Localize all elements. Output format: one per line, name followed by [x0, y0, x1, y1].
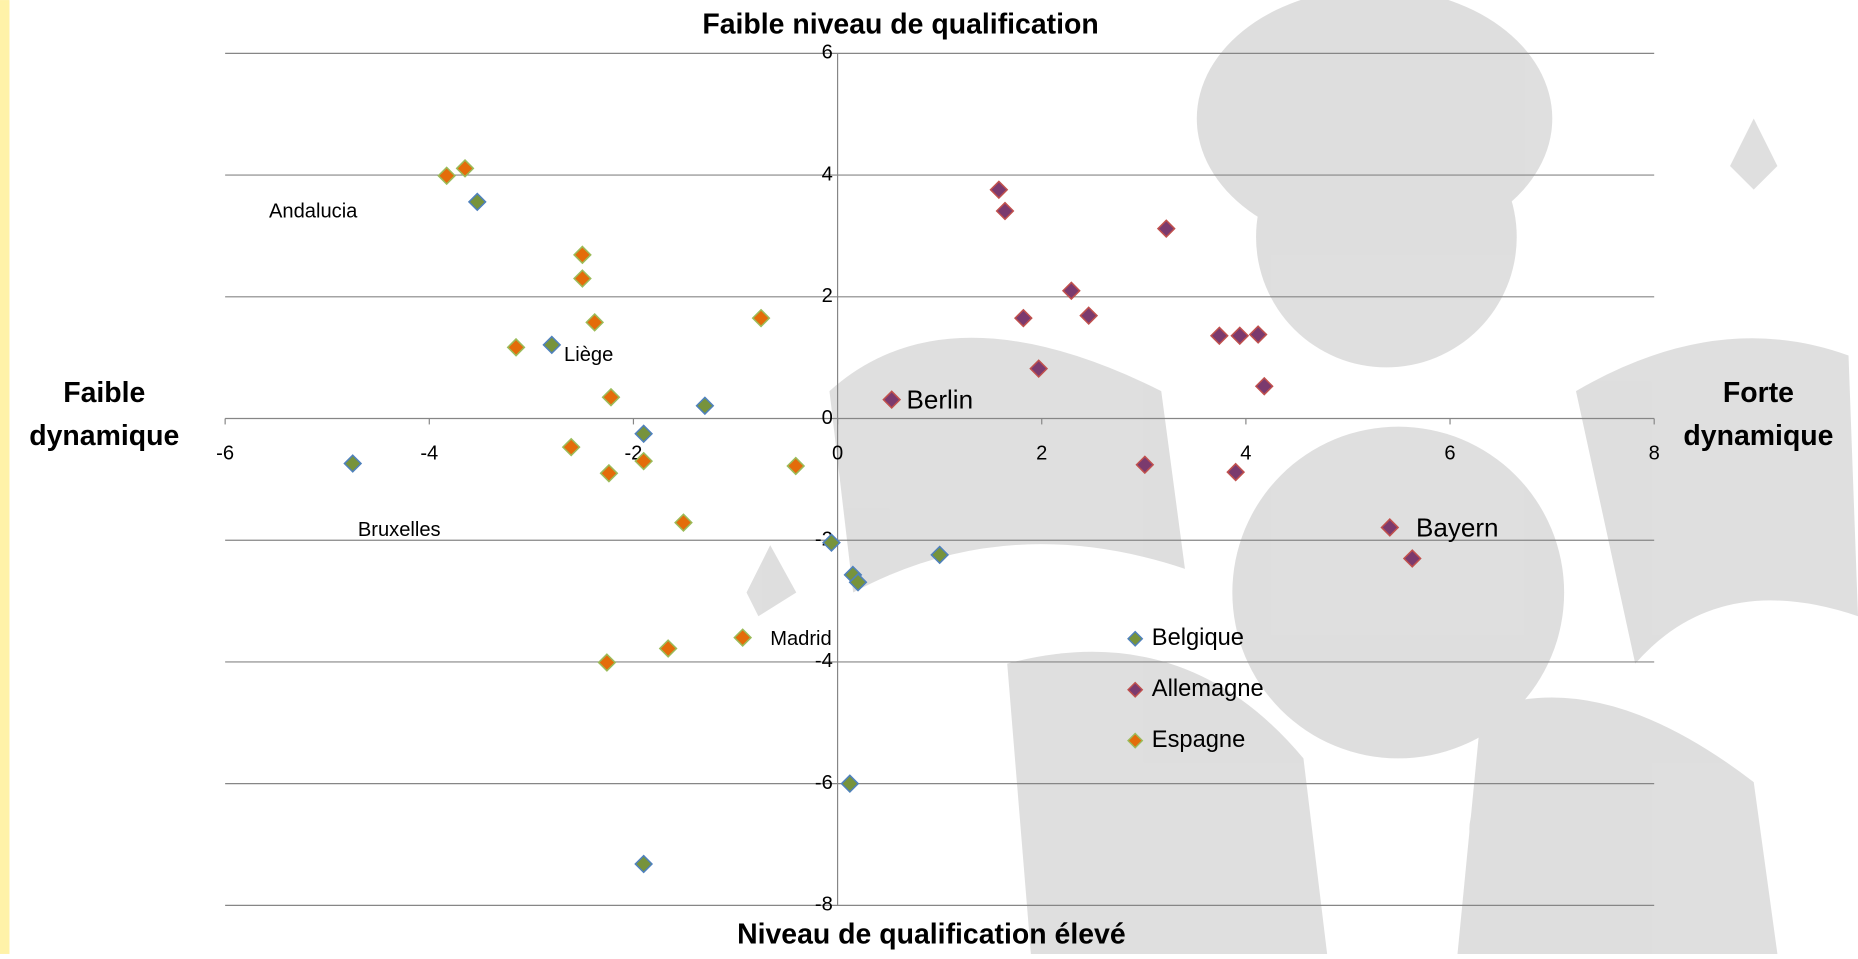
point — [635, 425, 652, 442]
point — [1250, 326, 1267, 343]
point — [438, 167, 455, 184]
page: Faible niveau de qualification Niveau de… — [0, 0, 1858, 954]
x-tick-label: 4 — [1240, 442, 1251, 464]
legend-label: Allemagne — [1152, 676, 1264, 702]
x-tick-label: 6 — [1444, 442, 1455, 464]
point — [697, 397, 714, 414]
y-tick-label: 6 — [822, 42, 833, 64]
chart: Faible niveau de qualification Niveau de… — [0, 0, 1858, 954]
point — [997, 203, 1014, 220]
y-tick-label: 0 — [822, 407, 833, 429]
y-tick-label: 2 — [822, 285, 833, 307]
legend-marker — [1128, 632, 1142, 646]
annotation: Liège — [564, 344, 613, 366]
point — [543, 337, 560, 354]
point — [991, 181, 1008, 198]
point — [1231, 327, 1248, 344]
point — [574, 270, 591, 287]
axis-title-bottom: Niveau de qualification élevé — [737, 919, 1126, 951]
point — [1227, 464, 1244, 481]
point — [344, 455, 361, 472]
point — [457, 160, 474, 177]
annotation: Berlin — [906, 385, 973, 415]
point — [1015, 310, 1032, 327]
annotation: Madrid — [770, 628, 832, 650]
legend-label: Belgique — [1152, 625, 1244, 651]
point — [1080, 307, 1097, 324]
axis-title-left: dynamique — [29, 420, 179, 452]
x-tick-label: -4 — [420, 442, 438, 464]
x-tick-label: 0 — [832, 442, 843, 464]
x-tick-label: 8 — [1649, 442, 1660, 464]
point — [586, 314, 603, 331]
point — [601, 465, 618, 482]
x-tick-label: 2 — [1036, 442, 1047, 464]
point — [603, 389, 620, 406]
axis-title-right: Forte — [1723, 377, 1794, 409]
axis-title-left: Faible — [63, 377, 145, 409]
point — [753, 310, 770, 327]
annotation: Andalucia — [269, 200, 358, 222]
background-decoration — [747, 0, 1858, 954]
point — [508, 339, 525, 356]
point — [675, 514, 692, 531]
point — [1158, 220, 1175, 237]
point — [635, 856, 652, 873]
point — [734, 629, 751, 646]
x-tick-label: -6 — [216, 442, 234, 464]
annotation: Bruxelles — [358, 519, 441, 541]
point — [787, 458, 804, 475]
point — [842, 775, 859, 792]
point — [1211, 327, 1228, 344]
side-strip — [0, 0, 9, 954]
axis-title-right: dynamique — [1683, 420, 1833, 452]
axis-title-top: Faible niveau de qualification — [702, 9, 1098, 41]
point — [1256, 378, 1273, 395]
point — [563, 439, 580, 456]
y-tick-label: -6 — [815, 772, 833, 794]
y-tick-label: 4 — [822, 163, 833, 185]
point — [469, 194, 486, 211]
y-tick-label: -8 — [815, 894, 833, 916]
y-tick-label: -4 — [815, 650, 833, 672]
point — [660, 640, 677, 657]
point — [574, 247, 591, 264]
point — [599, 654, 616, 671]
annotation: Bayern — [1416, 513, 1499, 543]
legend-label: Espagne — [1152, 727, 1246, 753]
